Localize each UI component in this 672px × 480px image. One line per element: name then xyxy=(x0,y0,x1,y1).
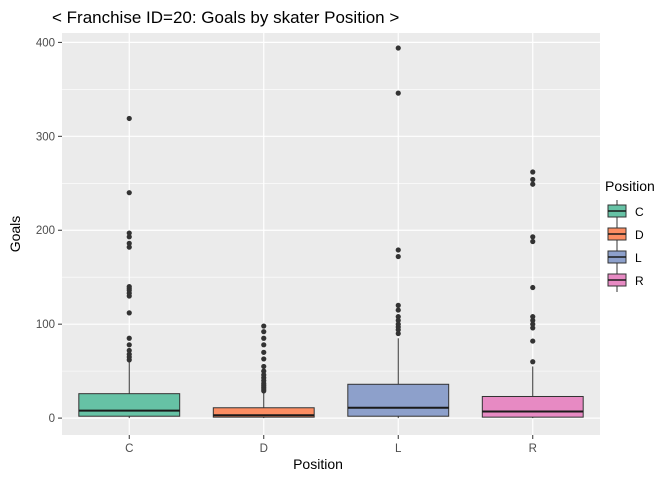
legend-label: R xyxy=(635,274,644,288)
outlier-point xyxy=(126,283,132,290)
legend-label: L xyxy=(635,251,642,265)
y-tick-label: 200 xyxy=(36,225,55,237)
outlier-point xyxy=(261,329,267,335)
outlier-point xyxy=(261,372,267,378)
outlier-point xyxy=(261,342,267,348)
outlier-point xyxy=(395,302,401,308)
outlier-point xyxy=(261,368,267,374)
box-body xyxy=(347,383,450,417)
outlier-point xyxy=(395,307,401,313)
legend-item-D: D xyxy=(607,223,644,246)
box-C xyxy=(78,115,181,419)
outlier-point xyxy=(530,284,536,291)
x-tick-label: D xyxy=(260,443,268,455)
outlier-point xyxy=(395,314,401,320)
outlier-point xyxy=(126,342,132,348)
outlier-point xyxy=(395,253,401,260)
boxes xyxy=(78,45,584,419)
outlier-point xyxy=(126,230,132,236)
outlier-point xyxy=(530,321,536,327)
outlier-point xyxy=(261,335,267,341)
outlier-point xyxy=(126,240,132,246)
outlier-point xyxy=(530,325,536,331)
legend-item-L: L xyxy=(607,246,642,269)
y-tick-label: 100 xyxy=(36,319,55,331)
outlier-point xyxy=(126,310,132,316)
outlier-point xyxy=(126,351,132,357)
legend-label: D xyxy=(635,228,644,242)
outlier-point xyxy=(530,338,536,344)
outlier-point xyxy=(261,349,267,355)
outlier-point xyxy=(395,45,401,51)
y-tick-label: 400 xyxy=(36,37,55,49)
outlier-point xyxy=(126,244,132,250)
x-tick-label: L xyxy=(395,443,402,455)
legend-title: Position xyxy=(605,178,655,194)
outlier-point xyxy=(530,359,536,365)
outlier-point xyxy=(530,234,536,240)
plot-panel xyxy=(62,33,600,435)
outlier-point xyxy=(261,323,267,329)
x-tick-label: C xyxy=(125,443,133,455)
legend-label: C xyxy=(635,205,644,219)
y-tick-label: 0 xyxy=(49,413,55,425)
outlier-point xyxy=(530,181,536,187)
outlier-point xyxy=(395,317,401,324)
outlier-point xyxy=(395,321,401,327)
outlier-point xyxy=(261,363,267,370)
outlier-point xyxy=(395,330,401,337)
chart-title: < Franchise ID=20: Goals by skater Posit… xyxy=(52,8,399,27)
y-axis: 0 100 200 300 400 xyxy=(36,37,62,425)
box-body xyxy=(481,395,584,418)
outlier-point xyxy=(530,176,536,183)
box-L xyxy=(347,45,450,419)
outlier-point xyxy=(126,347,132,354)
outlier-point xyxy=(126,335,132,341)
outlier-point xyxy=(261,356,267,362)
legend-item-R: R xyxy=(607,269,644,292)
box-body xyxy=(212,407,315,418)
legend-item-C: C xyxy=(607,200,644,223)
outlier-point xyxy=(530,169,536,175)
box-body xyxy=(78,393,181,417)
x-tick-label: R xyxy=(529,443,537,455)
y-tick-label: 300 xyxy=(36,131,55,143)
outlier-point xyxy=(395,247,401,253)
outlier-point xyxy=(530,317,536,324)
outlier-point xyxy=(126,234,132,240)
outlier-point xyxy=(530,314,536,320)
box-D xyxy=(212,323,315,419)
outlier-point xyxy=(126,190,132,196)
outlier-point xyxy=(530,238,536,245)
x-axis-title: Position xyxy=(293,456,343,472)
outlier-point xyxy=(395,90,401,96)
outlier-point xyxy=(126,115,132,122)
y-axis-title: Goals xyxy=(7,216,23,253)
box-R xyxy=(481,169,584,419)
